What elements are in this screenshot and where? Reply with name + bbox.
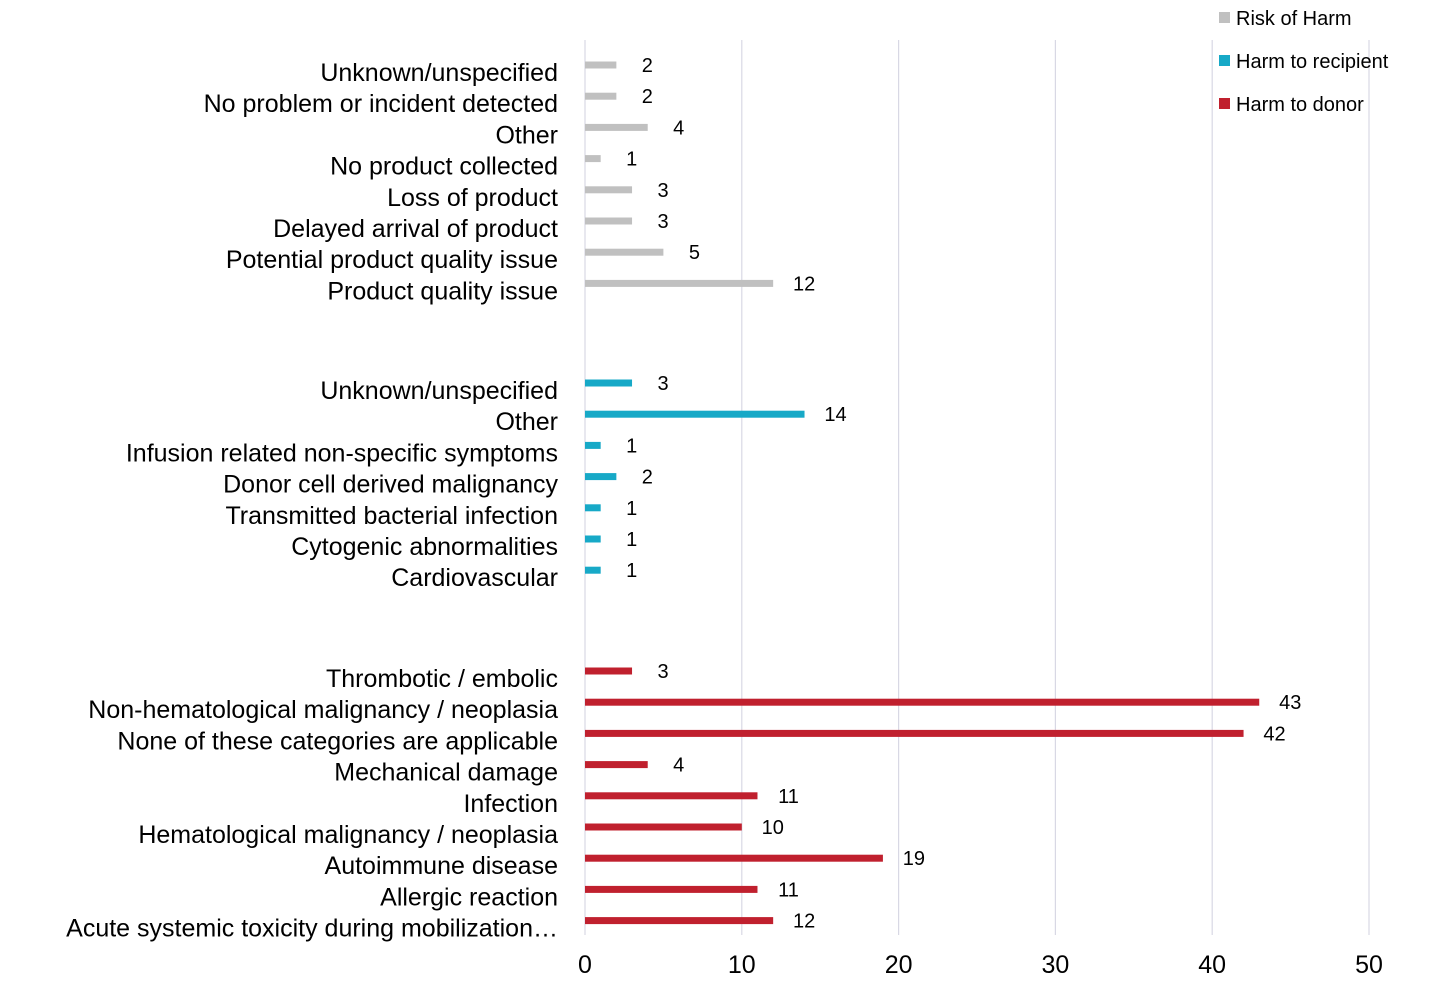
- bar: [585, 917, 774, 925]
- legend-label: Risk of Harm: [1236, 8, 1352, 30]
- data-label: 12: [793, 911, 815, 933]
- x-tick-label: 10: [728, 951, 756, 978]
- bar: [585, 217, 633, 225]
- category-label: Infusion related non-specific symptoms: [126, 439, 558, 467]
- bar: [585, 441, 601, 449]
- data-label: 42: [1263, 723, 1285, 745]
- bar: [585, 186, 633, 194]
- data-label: 3: [657, 373, 668, 395]
- category-label: Autoimmune disease: [325, 852, 558, 880]
- data-label: 2: [642, 55, 653, 77]
- data-label: 4: [673, 117, 684, 139]
- category-label: None of these categories are applicable: [117, 727, 558, 755]
- data-label: 4: [673, 755, 684, 777]
- legend-label: Harm to recipient: [1236, 51, 1389, 73]
- bar: [585, 698, 1260, 706]
- category-label: Allergic reaction: [380, 883, 558, 911]
- x-tick-label: 40: [1198, 951, 1226, 978]
- category-label: Transmitted bacterial infection: [225, 502, 558, 530]
- category-label: Cardiovascular: [391, 564, 558, 592]
- data-label: 3: [657, 180, 668, 202]
- bar: [585, 667, 633, 675]
- bar: [585, 504, 601, 512]
- bar: [585, 823, 742, 831]
- bar: [585, 155, 601, 163]
- legend-swatch: [1219, 55, 1230, 66]
- data-label: 12: [793, 273, 815, 295]
- category-label: Non-hematological malignancy / neoplasia: [88, 696, 558, 724]
- data-label: 11: [778, 879, 799, 901]
- bar: [585, 92, 617, 100]
- data-label: 3: [657, 211, 668, 233]
- bar: [585, 248, 664, 256]
- legend-swatch: [1219, 12, 1230, 23]
- x-tick-label: 0: [578, 951, 592, 978]
- data-label: 1: [626, 435, 637, 457]
- data-label: 5: [689, 242, 700, 264]
- data-label: 3: [657, 661, 668, 683]
- bar: [585, 410, 805, 418]
- legend-label: Harm to donor: [1236, 94, 1364, 116]
- data-label: 43: [1279, 692, 1301, 714]
- data-label: 11: [778, 786, 799, 808]
- category-label: Mechanical damage: [334, 759, 558, 787]
- category-label: Loss of product: [387, 184, 558, 212]
- category-label: Infection: [463, 790, 558, 818]
- x-tick-label: 20: [885, 951, 913, 978]
- category-label: Thrombotic / embolic: [326, 665, 558, 693]
- data-label: 19: [903, 848, 925, 870]
- bar: [585, 854, 883, 862]
- data-label: 1: [626, 560, 637, 582]
- bar: [585, 279, 774, 287]
- bar: [585, 61, 617, 69]
- bar: [585, 566, 601, 574]
- bar: [585, 379, 633, 387]
- bar: [585, 535, 601, 543]
- data-label: 1: [626, 529, 637, 551]
- category-label: Cytogenic abnormalities: [291, 533, 558, 561]
- legend-swatch: [1219, 98, 1230, 109]
- data-label: 2: [642, 467, 653, 489]
- category-label: Other: [495, 408, 558, 436]
- bar: [585, 473, 617, 481]
- x-tick-label: 30: [1041, 951, 1069, 978]
- bar: [585, 123, 648, 131]
- category-label: Delayed arrival of product: [273, 215, 558, 243]
- data-label: 1: [626, 498, 637, 520]
- data-label: 1: [626, 149, 637, 171]
- bar: [585, 792, 758, 800]
- category-label: Product quality issue: [327, 277, 558, 305]
- category-label: Hematological malignancy / neoplasia: [138, 821, 558, 849]
- category-label: No product collected: [330, 153, 558, 181]
- category-label: Acute systemic toxicity during mobilizat…: [66, 915, 558, 943]
- data-label: 14: [824, 404, 846, 426]
- data-label: 2: [642, 86, 653, 108]
- category-label: Unknown/unspecified: [320, 59, 558, 87]
- bar: [585, 729, 1244, 737]
- category-label: Potential product quality issue: [226, 246, 558, 274]
- bar: [585, 885, 758, 893]
- bar: [585, 761, 648, 769]
- category-label: Unknown/unspecified: [320, 377, 558, 405]
- category-label: Other: [495, 121, 558, 149]
- data-label: 10: [762, 817, 784, 839]
- category-label: Donor cell derived malignancy: [223, 471, 558, 499]
- category-label: No problem or incident detected: [204, 90, 558, 118]
- x-tick-label: 50: [1355, 951, 1383, 978]
